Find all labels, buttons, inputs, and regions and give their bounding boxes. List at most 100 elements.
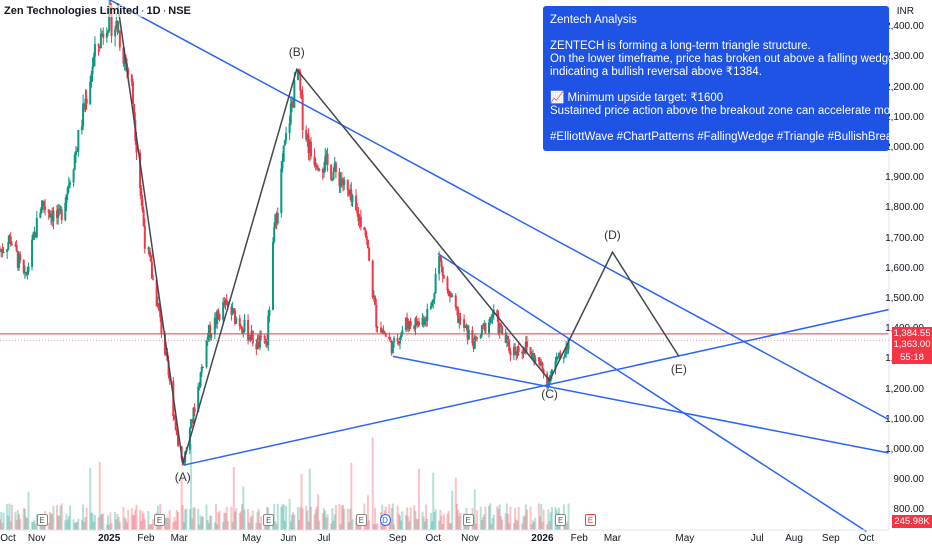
candle-body xyxy=(363,226,366,230)
earnings-marker[interactable]: E xyxy=(263,514,275,526)
candle-body xyxy=(474,336,477,338)
analysis-note[interactable]: Zentech Analysis ZENTECH is forming a lo… xyxy=(543,6,889,151)
candle-body xyxy=(484,323,487,334)
price-tick-label: 1,000.00 xyxy=(885,443,924,455)
volume-bar xyxy=(135,504,138,530)
volume-bar xyxy=(530,524,533,530)
volume-bar xyxy=(55,505,58,530)
candle-body xyxy=(488,322,491,334)
candle-body xyxy=(110,6,113,37)
candle-body xyxy=(89,82,92,104)
earnings-marker[interactable]: E xyxy=(462,514,474,526)
volume-bar xyxy=(22,508,25,530)
volume-bar xyxy=(83,521,86,530)
earnings-marker[interactable]: E xyxy=(584,514,596,526)
candle-body xyxy=(22,260,25,273)
volume-bar xyxy=(177,512,180,530)
candlesticks xyxy=(0,0,570,466)
candle-body xyxy=(84,98,87,110)
volume-bar xyxy=(340,505,343,530)
candle-body xyxy=(556,356,559,358)
candle-body xyxy=(76,151,79,153)
candle-body xyxy=(142,209,145,226)
volume-bar xyxy=(505,503,508,530)
volume-bar xyxy=(308,468,311,530)
candle-body xyxy=(331,179,334,181)
volume-bar xyxy=(426,518,429,530)
price-tick-label: 800.00 xyxy=(893,504,924,516)
volume-bar xyxy=(497,508,500,530)
candle-body xyxy=(2,251,5,253)
time-tick-label: Oct xyxy=(425,533,441,544)
candle-body xyxy=(547,377,550,388)
candle-body xyxy=(382,329,385,333)
candle-body xyxy=(241,327,244,333)
candle-body xyxy=(309,141,312,157)
volume-bar xyxy=(65,513,68,530)
candle-body xyxy=(193,407,196,413)
volume-bar xyxy=(323,508,326,530)
volume-bar xyxy=(372,524,375,530)
candle-body xyxy=(239,326,242,328)
candle-body xyxy=(496,310,499,317)
volume-bar xyxy=(52,505,55,530)
earnings-marker[interactable]: E xyxy=(355,514,367,526)
candle-body xyxy=(376,326,379,328)
candle-body xyxy=(209,325,212,338)
earnings-marker[interactable]: E xyxy=(555,514,567,526)
volume-bar xyxy=(14,511,17,530)
candle-body xyxy=(114,28,117,37)
volume-bar xyxy=(34,524,37,530)
volume-bar xyxy=(281,504,284,530)
volume-bar xyxy=(296,507,299,530)
candle-body xyxy=(308,141,311,154)
volume-bar xyxy=(258,523,261,530)
candle-body xyxy=(326,153,329,165)
volume-bar xyxy=(50,513,53,530)
trendlines[interactable] xyxy=(104,0,890,533)
volume-bar xyxy=(450,523,453,530)
volume-bar xyxy=(77,518,80,530)
volume-bar xyxy=(406,507,409,530)
volume-bar xyxy=(198,524,201,530)
currency-unit[interactable]: INR xyxy=(896,6,914,17)
candle-body xyxy=(540,362,543,366)
candle-body xyxy=(50,214,53,218)
candle-body xyxy=(231,308,234,315)
volume-bar xyxy=(193,507,196,530)
candle-body xyxy=(192,407,195,423)
volume-bar xyxy=(131,514,134,530)
candle-body xyxy=(159,310,162,318)
volume-bar xyxy=(414,510,417,530)
volume-bar xyxy=(249,517,252,530)
candle-body xyxy=(400,333,403,338)
volume-bar xyxy=(398,515,401,530)
dividend-marker[interactable]: D xyxy=(379,514,391,526)
note-line: ZENTECH is forming a long-term triangle … xyxy=(550,40,811,52)
candle-body xyxy=(464,326,467,328)
volume-bar xyxy=(423,521,426,530)
earnings-marker[interactable]: E xyxy=(154,514,166,526)
time-tick-label: Aug xyxy=(785,533,803,544)
volume-bar xyxy=(425,504,428,530)
candle-body xyxy=(69,182,72,185)
volume-bar xyxy=(283,520,286,530)
candle-body xyxy=(57,208,60,219)
symbol-header[interactable]: Zen Technologies Limited · 1D · NSE xyxy=(4,5,191,17)
candle-body xyxy=(222,302,225,320)
volume-bar xyxy=(234,511,237,530)
volume-bar xyxy=(19,518,22,530)
candle-body xyxy=(393,338,396,343)
candle-body xyxy=(371,260,374,298)
candle-body xyxy=(330,164,333,180)
candle-body xyxy=(414,318,417,329)
volume-bar xyxy=(257,508,260,530)
elliott-wave-path xyxy=(116,2,680,464)
candle-body xyxy=(6,249,9,252)
volume-bar xyxy=(338,503,341,530)
current-price-tag: 1,384.55 xyxy=(892,326,932,340)
wave-path[interactable] xyxy=(116,2,680,464)
volume-bar xyxy=(448,523,451,530)
earnings-marker[interactable]: E xyxy=(36,514,48,526)
